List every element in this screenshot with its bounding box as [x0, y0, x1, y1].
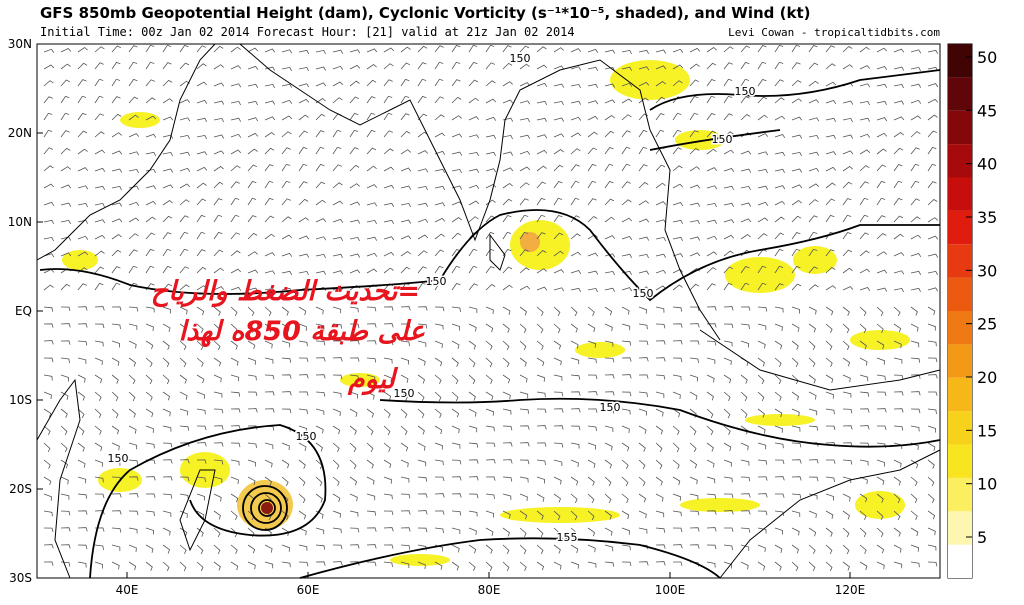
colorbar-tick-label: 20: [977, 368, 997, 387]
lon-label: 40E: [116, 583, 139, 597]
contour-label: 150: [296, 430, 317, 443]
colorbar-swatch: [948, 44, 972, 78]
colorbar-swatch: [948, 477, 972, 512]
lon-label: 120E: [835, 583, 866, 597]
lat-label: EQ: [15, 304, 32, 318]
lon-label: 60E: [297, 583, 320, 597]
colorbar-swatch: [948, 110, 972, 145]
cyclone-core: [261, 502, 273, 514]
overlay-text: ليوم: [347, 364, 399, 396]
subtitle: Initial Time: 00z Jan 02 2014 Forecast H…: [40, 25, 575, 39]
colorbar-swatch: [948, 144, 972, 178]
colorbar-swatch: [948, 411, 972, 445]
wind-barbs: [43, 44, 939, 572]
contour-label: 150: [633, 287, 654, 300]
colorbar-swatch: [948, 344, 972, 378]
colorbar-swatch: [948, 244, 972, 278]
colorbar-tick-label: 25: [977, 315, 997, 334]
lat-label: 10S: [9, 393, 32, 407]
colorbar-swatch: [948, 210, 972, 245]
contour-label: 150: [600, 401, 621, 414]
colorbar-swatch: [948, 511, 972, 545]
overlay-text: على طبقة 850ه لهذا: [179, 316, 425, 348]
colorbar-swatch: [948, 544, 972, 578]
colorbar-tick-label: 50: [977, 48, 997, 67]
contour-label: 150: [394, 387, 415, 400]
lat-label: 10N: [8, 215, 32, 229]
colorbar-swatch: [948, 177, 972, 211]
contour-label: 155: [557, 531, 578, 544]
colorbar-swatch: [948, 444, 972, 478]
colorbar-swatch: [948, 77, 972, 111]
contour-label: 150: [426, 275, 447, 288]
contour-label: 150: [108, 452, 129, 465]
contour-label: 150: [510, 52, 531, 65]
credit: Levi Cowan - tropicaltidbits.com: [728, 26, 940, 39]
colorbar-tick-label: 45: [977, 101, 997, 120]
lat-label: 20N: [8, 126, 32, 140]
colorbar-swatch: [948, 277, 972, 311]
colorbar-tick-label: 30: [977, 261, 997, 280]
overlay-text: =تحديث الضغط والرياح: [151, 276, 420, 308]
lon-label: 80E: [478, 583, 501, 597]
lat-label: 20S: [9, 482, 32, 496]
height-contours: [39, 69, 941, 579]
lat-label: 30N: [8, 37, 32, 51]
colorbar-swatch: [948, 377, 972, 412]
colorbar-swatch: [948, 311, 972, 345]
lat-label: 30S: [9, 571, 32, 585]
colorbar-tick-label: 40: [977, 155, 997, 174]
title: GFS 850mb Geopotential Height (dam), Cyc…: [40, 4, 811, 22]
colorbar-tick-label: 10: [977, 475, 997, 494]
contour-label: 150: [712, 133, 733, 146]
colorbar-tick-label: 5: [977, 528, 987, 547]
contour-label: 150: [735, 85, 756, 98]
colorbar-tick-label: 35: [977, 208, 997, 227]
coastlines: [36, 43, 941, 579]
lon-label: 100E: [655, 583, 686, 597]
colorbar-tick-label: 15: [977, 421, 997, 440]
